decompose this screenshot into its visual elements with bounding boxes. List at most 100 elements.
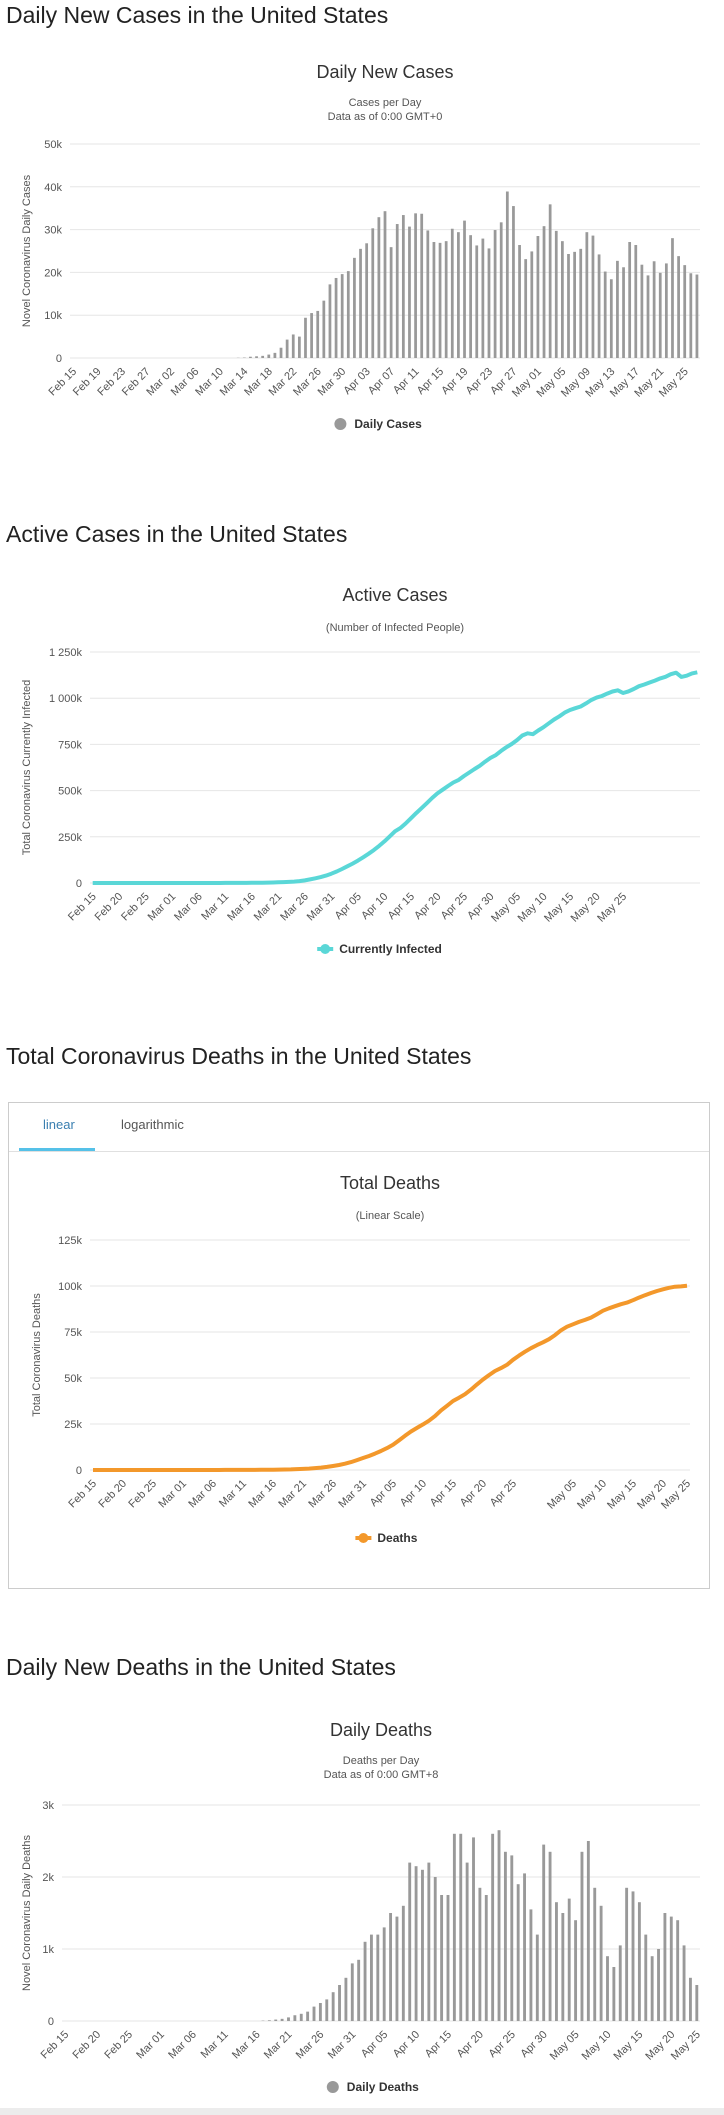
bar[interactable] bbox=[346, 271, 350, 358]
legend-item[interactable]: Currently Infected bbox=[317, 942, 442, 956]
bar[interactable] bbox=[652, 261, 656, 358]
bar[interactable] bbox=[279, 347, 283, 358]
bar[interactable] bbox=[285, 339, 289, 358]
bar[interactable] bbox=[331, 1992, 335, 2021]
bar[interactable] bbox=[365, 243, 369, 358]
bar[interactable] bbox=[616, 260, 619, 358]
bar[interactable] bbox=[478, 1887, 482, 2021]
bar[interactable] bbox=[493, 230, 497, 358]
series-line[interactable] bbox=[93, 1283, 688, 1472]
tab-linear[interactable]: linear bbox=[43, 1117, 75, 1132]
bar[interactable] bbox=[512, 206, 515, 358]
bar[interactable] bbox=[408, 226, 411, 358]
bar[interactable] bbox=[548, 204, 552, 358]
bar[interactable] bbox=[293, 2015, 297, 2021]
bar[interactable] bbox=[663, 1913, 667, 2021]
bar[interactable] bbox=[524, 259, 528, 358]
bar[interactable] bbox=[421, 1869, 424, 2021]
bar[interactable] bbox=[669, 1916, 673, 2021]
bar[interactable] bbox=[401, 215, 405, 358]
bar[interactable] bbox=[599, 1905, 603, 2021]
bar[interactable] bbox=[401, 1905, 405, 2021]
bar[interactable] bbox=[510, 1855, 514, 2021]
series-line[interactable] bbox=[92, 670, 698, 885]
bar[interactable] bbox=[465, 1862, 469, 2021]
bar[interactable] bbox=[586, 1841, 590, 2021]
bar[interactable] bbox=[312, 2006, 316, 2021]
bar[interactable] bbox=[542, 1844, 546, 2021]
legend-item[interactable]: Daily Cases bbox=[334, 417, 422, 431]
bar[interactable] bbox=[297, 336, 301, 358]
bar[interactable] bbox=[383, 211, 387, 358]
bar[interactable] bbox=[529, 1909, 533, 2021]
bar[interactable] bbox=[433, 1877, 437, 2021]
bar[interactable] bbox=[640, 264, 644, 358]
bar[interactable] bbox=[457, 232, 460, 358]
bar[interactable] bbox=[376, 1934, 380, 2021]
bar[interactable] bbox=[463, 220, 466, 358]
bar[interactable] bbox=[503, 1851, 507, 2021]
bar[interactable] bbox=[459, 1833, 463, 2021]
bar[interactable] bbox=[299, 2013, 303, 2021]
bar[interactable] bbox=[695, 274, 699, 358]
bar[interactable] bbox=[676, 1920, 680, 2021]
bar[interactable] bbox=[444, 241, 448, 358]
bar[interactable] bbox=[591, 235, 595, 358]
bar[interactable] bbox=[695, 1985, 699, 2021]
bar[interactable] bbox=[530, 251, 534, 358]
bar[interactable] bbox=[555, 1902, 558, 2021]
bar[interactable] bbox=[427, 1862, 431, 2021]
bar[interactable] bbox=[609, 279, 613, 358]
bar[interactable] bbox=[438, 242, 442, 358]
bar[interactable] bbox=[432, 242, 436, 358]
bar[interactable] bbox=[363, 1941, 367, 2021]
bar[interactable] bbox=[597, 254, 601, 358]
bar[interactable] bbox=[420, 213, 424, 358]
bar[interactable] bbox=[325, 1999, 329, 2021]
bar[interactable] bbox=[650, 1956, 654, 2021]
bar[interactable] bbox=[440, 1895, 444, 2021]
bar[interactable] bbox=[255, 356, 258, 358]
bar[interactable] bbox=[574, 1920, 578, 2021]
bar[interactable] bbox=[580, 1851, 584, 2021]
bar[interactable] bbox=[322, 300, 326, 358]
bar[interactable] bbox=[357, 1959, 361, 2021]
tab-logarithmic[interactable]: logarithmic bbox=[121, 1117, 184, 1132]
bar[interactable] bbox=[579, 248, 583, 358]
bar[interactable] bbox=[287, 2017, 290, 2021]
bar[interactable] bbox=[414, 1866, 418, 2021]
bar[interactable] bbox=[518, 245, 521, 358]
bar[interactable] bbox=[567, 1898, 571, 2021]
bar[interactable] bbox=[274, 2019, 278, 2021]
bar[interactable] bbox=[310, 313, 313, 358]
bar[interactable] bbox=[446, 1895, 450, 2021]
bar[interactable] bbox=[328, 284, 332, 358]
bar[interactable] bbox=[273, 352, 277, 358]
bar[interactable] bbox=[334, 277, 338, 358]
bar[interactable] bbox=[603, 271, 607, 358]
bar[interactable] bbox=[261, 355, 265, 358]
bar[interactable] bbox=[389, 1913, 393, 2021]
bar[interactable] bbox=[671, 238, 674, 358]
bar[interactable] bbox=[625, 1887, 629, 2021]
bar[interactable] bbox=[523, 1873, 526, 2021]
bar[interactable] bbox=[516, 1884, 520, 2021]
bar[interactable] bbox=[408, 1862, 412, 2021]
bar[interactable] bbox=[561, 241, 564, 358]
bar[interactable] bbox=[618, 1945, 622, 2021]
bar[interactable] bbox=[291, 334, 295, 358]
bar[interactable] bbox=[304, 317, 307, 358]
bar[interactable] bbox=[491, 1833, 495, 2021]
bar[interactable] bbox=[606, 1956, 609, 2021]
bar[interactable] bbox=[350, 1963, 354, 2021]
bar[interactable] bbox=[634, 245, 638, 358]
bar[interactable] bbox=[497, 1830, 501, 2021]
bar[interactable] bbox=[612, 1967, 616, 2021]
bar[interactable] bbox=[628, 242, 632, 358]
bar[interactable] bbox=[548, 1851, 552, 2021]
bar[interactable] bbox=[369, 1934, 373, 2021]
bar[interactable] bbox=[688, 1977, 692, 2021]
bar[interactable] bbox=[484, 1895, 488, 2021]
bar[interactable] bbox=[536, 236, 540, 358]
bar[interactable] bbox=[646, 275, 650, 358]
